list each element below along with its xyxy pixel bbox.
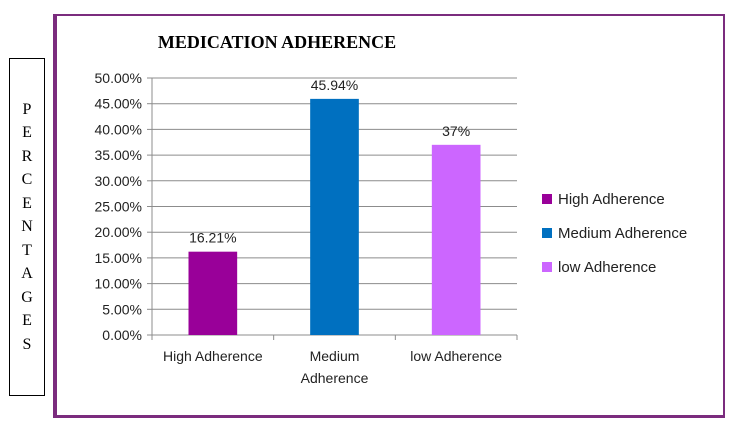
side-label-letter: N <box>21 218 33 236</box>
x-tick-label-line: Medium <box>310 348 360 364</box>
y-tick-label: 45.00% <box>95 96 142 112</box>
x-tick-labels: High Adherence Medium Adherence low Adheren… <box>163 348 502 386</box>
legend-entry: High Adherence <box>558 191 665 208</box>
side-label-letter: A <box>21 265 33 283</box>
y-tick-label: 0.00% <box>102 327 142 343</box>
y-tick-label: 10.00% <box>95 276 142 292</box>
legend-entry: Medium Adherence <box>558 225 687 242</box>
y-tick-label: 25.00% <box>95 199 142 215</box>
legend-swatch <box>542 262 552 272</box>
side-label-letter: E <box>22 124 32 142</box>
y-tick-label: 50.00% <box>95 70 142 86</box>
data-labels: 16.21% 45.94% 37% <box>189 77 470 246</box>
y-tick-label: 20.00% <box>95 224 142 240</box>
y-tick-label: 30.00% <box>95 173 142 189</box>
side-label-letter: P <box>22 100 32 118</box>
x-tick-label-line: High Adherence <box>163 348 263 364</box>
y-tick-label: 15.00% <box>95 250 142 266</box>
side-label-letter: R <box>21 147 33 165</box>
bar-high-adherence <box>188 251 238 335</box>
x-tick-label: Medium Adherence <box>301 348 369 386</box>
legend: High Adherence Medium Adherence low Adhere… <box>542 191 687 276</box>
side-label-letter: E <box>22 312 32 330</box>
x-tick-label: High Adherence <box>163 348 263 364</box>
side-label-letter: G <box>21 288 33 306</box>
bar-chart: MEDICATION ADHERENCE 0.00% 5.00% 10.00% 15.… <box>95 32 688 386</box>
side-label-letter: C <box>21 171 33 189</box>
y-tick-label: 35.00% <box>95 147 142 163</box>
y-tick-label: 40.00% <box>95 121 142 137</box>
legend-entry: low Adherence <box>558 259 656 276</box>
bars <box>188 98 481 335</box>
y-tick-label: 5.00% <box>102 301 142 317</box>
bar-low-adherence <box>431 144 481 335</box>
chart-frame: MEDICATION ADHERENCE 0.00% 5.00% 10.00% 15.… <box>53 14 725 418</box>
side-label-letter: T <box>22 241 32 259</box>
side-label-letter: S <box>22 335 32 353</box>
x-tick-label: low Adherence <box>410 348 502 364</box>
data-label: 16.21% <box>189 230 236 246</box>
x-tick-label-line: low Adherence <box>410 348 502 364</box>
data-label: 45.94% <box>311 77 358 93</box>
data-label: 37% <box>442 123 470 139</box>
y-tick-labels: 0.00% 5.00% 10.00% 15.00% 20.00% 25.00% 30.00%… <box>95 70 142 343</box>
legend-swatch <box>542 228 552 238</box>
legend-swatch <box>542 194 552 204</box>
chart-title: MEDICATION ADHERENCE <box>158 32 396 52</box>
bar-medium-adherence <box>310 98 359 335</box>
x-tick-label-line: Adherence <box>301 370 369 386</box>
side-label-letter: E <box>22 194 32 212</box>
